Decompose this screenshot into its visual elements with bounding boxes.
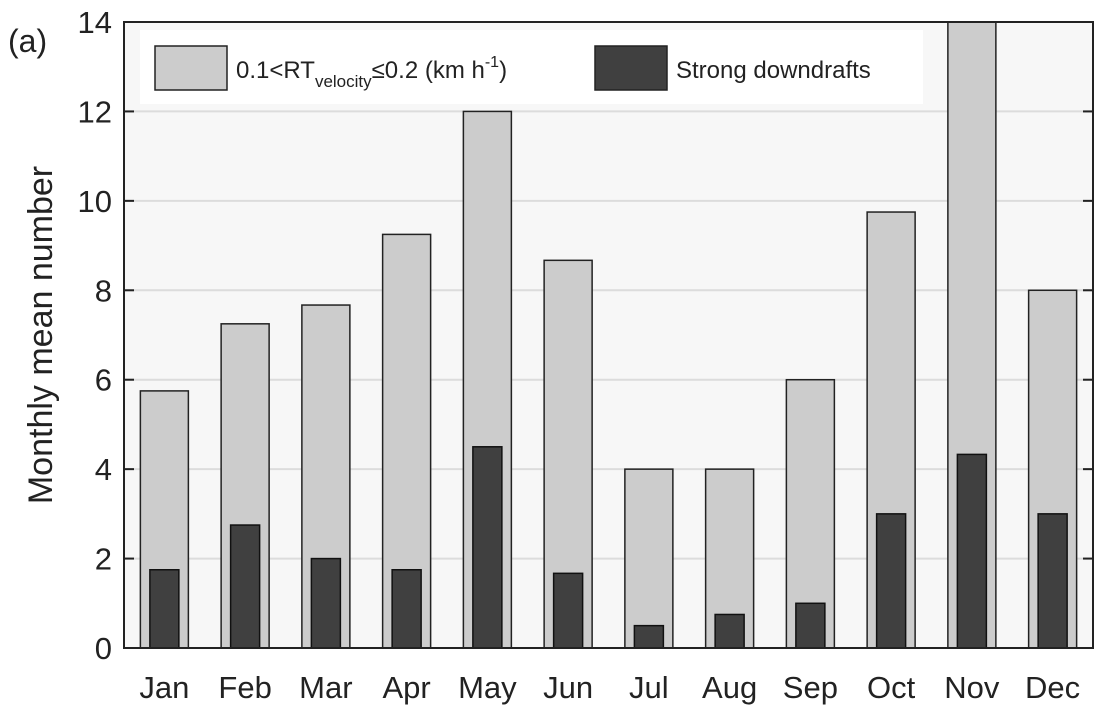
plot-frame (123, 21, 1094, 649)
bar-series-2-jun (552, 572, 584, 649)
legend-swatch-series-1 (154, 45, 228, 91)
y-tick-label: 10 (78, 184, 112, 219)
bar-series-2-jan (149, 569, 180, 649)
legend-label-series-2: Strong downdrafts (676, 57, 871, 84)
bar-series-2-aug (714, 613, 745, 649)
x-tick-label: Aug (702, 670, 757, 705)
y-tick-label: 2 (95, 542, 112, 577)
x-tick-label: Apr (383, 670, 431, 705)
panel-label: (a) (8, 23, 47, 59)
legend-swatch-series-2 (594, 45, 668, 91)
x-tick-label: Sep (783, 670, 838, 705)
x-tick-label: Jun (543, 670, 593, 705)
x-tick-label: Mar (299, 670, 352, 705)
y-tick-label: 0 (95, 631, 112, 666)
bar-series-1-jul (624, 468, 674, 649)
x-tick-label: Jul (629, 670, 669, 705)
x-tick-label: Dec (1025, 670, 1080, 705)
gridlines (124, 110, 1093, 560)
legend: 0.1<RTvelocity≤0.2 (km h-1) Strong downd… (140, 30, 923, 104)
bar-series-2-sep (795, 602, 826, 649)
y-axis-ticks: 0 2 4 6 8 10 12 14 (78, 5, 1093, 666)
bar-series-2-nov (956, 453, 988, 649)
y-tick-label: 12 (78, 94, 112, 129)
y-tick-label: 8 (95, 273, 112, 308)
bar-series-2-oct (875, 513, 907, 649)
bar-series-2-may (472, 446, 503, 649)
bar-series-2-dec (1037, 513, 1068, 649)
x-axis-ticks: Jan Feb Mar Apr May Jun Jul Aug Sep Oct Nov Dec (139, 670, 1080, 705)
y-tick-label: 6 (95, 363, 112, 398)
bar-series-2-apr (391, 569, 422, 649)
bar-series-2-mar (310, 557, 342, 649)
bar-series-2-feb (229, 524, 261, 649)
x-tick-label: Jan (139, 670, 189, 705)
y-tick-label: 14 (78, 5, 112, 40)
plot-area (124, 22, 1093, 648)
legend-label-series-1: 0.1<RTvelocity≤0.2 (km h-1) (236, 54, 507, 91)
bar-series-2-jul (633, 624, 665, 649)
x-tick-label: May (458, 670, 517, 705)
x-tick-label: Nov (944, 670, 1000, 705)
y-tick-label: 4 (95, 452, 112, 487)
y-axis-label: Monthly mean number (22, 166, 60, 504)
legend-box (140, 30, 923, 104)
x-tick-label: Feb (218, 670, 271, 705)
x-tick-label: Oct (867, 670, 916, 705)
bars (139, 21, 1078, 649)
